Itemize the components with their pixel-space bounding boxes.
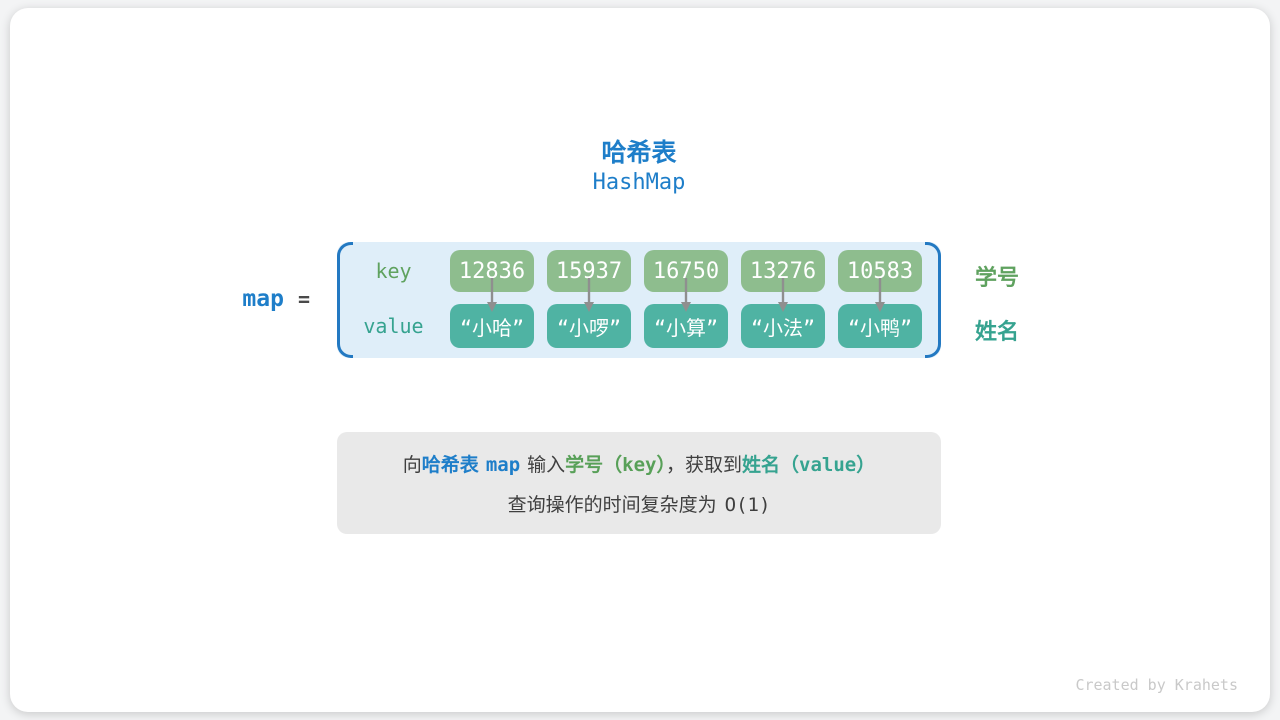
entry-column: 13276 “小法” (741, 250, 825, 348)
side-label-name: 姓名 (975, 319, 1020, 344)
entry-columns: 12836 “小哈” 15937 “小啰” 16750 “小算” 13276 (450, 250, 922, 348)
caption-seg-hashtable: 哈希表 (421, 454, 479, 476)
entry-column: 10583 “小鸭” (838, 250, 922, 348)
arrow-down-icon (778, 278, 788, 312)
figure-card (10, 8, 1270, 712)
arrow-down-icon (584, 278, 594, 312)
entry-column: 12836 “小哈” (450, 250, 534, 348)
caption-seg-map-code: map (485, 453, 521, 476)
caption-seg-value: 姓名（value） (742, 453, 876, 476)
caption-seg-complexity: O(1) (724, 493, 771, 516)
arrow-down-icon (875, 278, 885, 312)
title-chinese: 哈希表 (601, 139, 677, 167)
caption-seg-dark: 查询操作的时间复杂度为 (507, 494, 717, 516)
title-english: HashMap (592, 170, 686, 195)
caption-seg-dark: 向 (402, 454, 422, 476)
key-box: 10583 (838, 250, 922, 292)
right-bracket-border (925, 242, 941, 358)
arrow-down-icon (487, 278, 497, 312)
credit-text: Created by Krahets (1075, 676, 1238, 694)
value-row-label: value (363, 314, 424, 338)
key-row-label: key (375, 259, 412, 283)
equals-sign: = (297, 287, 310, 311)
caption-seg-dark: 输入 (527, 454, 566, 476)
map-variable-label: map (242, 286, 284, 312)
caption-line-1: 向哈希表 map 输入学号（key），获取到姓名（value） (403, 450, 875, 477)
caption-box: 向哈希表 map 输入学号（key），获取到姓名（value） 查询操作的时间复杂度… (337, 432, 941, 534)
arrow-down-icon (681, 278, 691, 312)
caption-seg-dark: ，获取到 (665, 454, 742, 476)
value-box: “小算” (644, 304, 728, 348)
left-bracket-border (337, 242, 353, 358)
entry-column: 16750 “小算” (644, 250, 728, 348)
caption-line-2: 查询操作的时间复杂度为 O(1) (508, 490, 771, 517)
side-label-student-id: 学号 (975, 265, 1020, 290)
map-expression: map = (180, 286, 310, 312)
entry-column: 15937 “小啰” (547, 250, 631, 348)
caption-seg-key: 学号（key） (565, 453, 666, 476)
